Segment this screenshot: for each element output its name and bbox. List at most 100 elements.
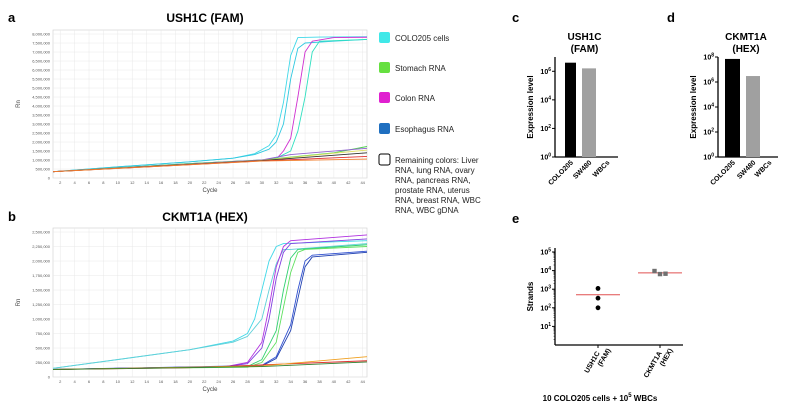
panel-label-c: c — [512, 10, 519, 25]
x-tick-label: 36 — [303, 180, 308, 185]
x-tick-label: 34 — [288, 379, 293, 384]
legend-label: Remaining colors: Liver RNA, lung RNA, ov… — [395, 156, 481, 215]
y-tick-label: 6,500,000 — [32, 59, 51, 64]
panel-label-a: a — [8, 10, 16, 25]
y-axis-label: Rn — [16, 299, 22, 307]
legend-swatch — [379, 92, 390, 103]
tick-exponent: 4 — [548, 95, 551, 101]
y-tick-label: 102 — [703, 128, 714, 137]
y-tick-label: 1,750,000 — [32, 273, 51, 278]
x-tick-label: 38 — [317, 180, 322, 185]
legend-swatch — [379, 62, 390, 73]
legend-label-line: COLO205 cells — [395, 34, 449, 43]
legend-label-line: Esophagus RNA — [395, 125, 455, 134]
x-tick-label: 14 — [144, 180, 149, 185]
y-tick-label: 2,000,000 — [32, 259, 51, 264]
y-tick-label: 102 — [540, 124, 551, 133]
tick-exponent: 6 — [711, 78, 714, 84]
x-tick-label: 42 — [346, 379, 351, 384]
amplification-curve-2 — [52, 38, 368, 173]
y-tick-label: 1,500,000 — [32, 149, 51, 154]
amplification-curve-10 — [52, 158, 368, 173]
x-tick-label: 6 — [88, 180, 91, 185]
chart-title-line: (FAM) — [571, 44, 599, 55]
legend-label-line: RNA, breast RNA, WBC — [395, 196, 481, 205]
legend-label: Esophagus RNA — [395, 125, 455, 134]
x-tick-label: 40 — [332, 379, 337, 384]
x-tick-label: 6 — [88, 379, 91, 384]
x-tick-label: 42 — [346, 180, 351, 185]
legend-label: Stomach RNA — [395, 64, 446, 73]
tick-base: 10 — [540, 305, 548, 312]
bar-colo205 — [725, 58, 740, 157]
y-tick-label: 5,500,000 — [32, 77, 51, 82]
x-tick-label: 22 — [202, 379, 207, 384]
tick-base: 10 — [540, 97, 548, 104]
y-tick-label: 3,500,000 — [32, 113, 51, 118]
data-point — [595, 286, 601, 291]
x-tick-label: 16 — [159, 180, 164, 185]
y-tick-label: 103 — [540, 285, 551, 294]
legend-swatch — [379, 32, 390, 43]
x-tick-label: 28 — [245, 379, 250, 384]
x-tick-label: 28 — [245, 180, 250, 185]
x-tick-label: 18 — [173, 379, 178, 384]
y-tick-label: 250,000 — [36, 360, 51, 365]
y-tick-label: 104 — [540, 266, 551, 275]
tick-base: 10 — [703, 80, 711, 87]
x-tick-label: 34 — [288, 180, 293, 185]
x-tick-label: WBCs — [592, 159, 612, 179]
x-tick-label: 4 — [73, 379, 76, 384]
legend: COLO205 cells Stomach RNA Colon RNA Esophag… — [378, 32, 481, 215]
tick-base: 10 — [703, 105, 711, 112]
y-tick-label: 102 — [540, 303, 551, 312]
x-tick-label: 20 — [188, 379, 193, 384]
data-point — [663, 271, 668, 276]
x-tick-label: 14 — [144, 379, 149, 384]
chart-title-line: CKMT1A — [725, 32, 767, 43]
x-tick-label: COLO205 — [709, 159, 737, 187]
tick-base: 10 — [540, 69, 548, 76]
x-tick-label: 10 — [116, 379, 121, 384]
y-axis-label: Expression level — [689, 75, 698, 138]
x-tick-label: 2 — [59, 379, 62, 384]
tick-base: 10 — [540, 324, 548, 331]
y-tick-label: 1,000,000 — [32, 317, 51, 322]
data-point — [657, 271, 663, 277]
bar-sw480 — [582, 68, 596, 157]
caption-text-end: WBCs — [632, 394, 658, 403]
y-tick-label: 108 — [703, 53, 714, 62]
x-tick-label: 12 — [130, 379, 135, 384]
legend-label-line: RNA, WBC gDNA — [395, 206, 459, 215]
x-tick-label: 12 — [130, 180, 135, 185]
x-tick-label: SW480 — [572, 159, 593, 180]
y-tick-label: 4,500,000 — [32, 95, 51, 100]
y-tick-label: 2,000,000 — [32, 140, 51, 145]
y-tick-label: 1,500,000 — [32, 288, 51, 293]
y-tick-label: 2,500,000 — [32, 230, 51, 235]
y-tick-label: 7,000,000 — [32, 50, 51, 55]
x-tick-label: 30 — [260, 180, 265, 185]
x-tick-label: CKMT1A(HEX) — [643, 344, 675, 384]
chart-a-title: USH1C (FAM) — [166, 11, 243, 25]
y-tick-label: 750,000 — [36, 331, 51, 336]
x-tick-label: USH1C(FAM) — [584, 344, 613, 379]
y-tick-label: 104 — [540, 95, 551, 104]
x-tick-label: 24 — [216, 180, 221, 185]
bar-sw480 — [746, 76, 760, 157]
y-tick-label: 1,250,000 — [32, 302, 51, 307]
x-tick-label: 16 — [159, 379, 164, 384]
data-point — [652, 268, 657, 274]
tick-exponent: 8 — [711, 53, 714, 59]
y-tick-label: 4,000,000 — [32, 104, 51, 109]
legend-label-line: Stomach RNA — [395, 64, 446, 73]
x-tick-label: 26 — [231, 379, 236, 384]
tick-exponent: 4 — [711, 103, 714, 109]
y-tick-label: 500,000 — [36, 167, 51, 172]
legend-label: COLO205 cells — [395, 34, 449, 43]
legend-swatch — [379, 123, 390, 134]
tick-base: 10 — [540, 287, 548, 294]
